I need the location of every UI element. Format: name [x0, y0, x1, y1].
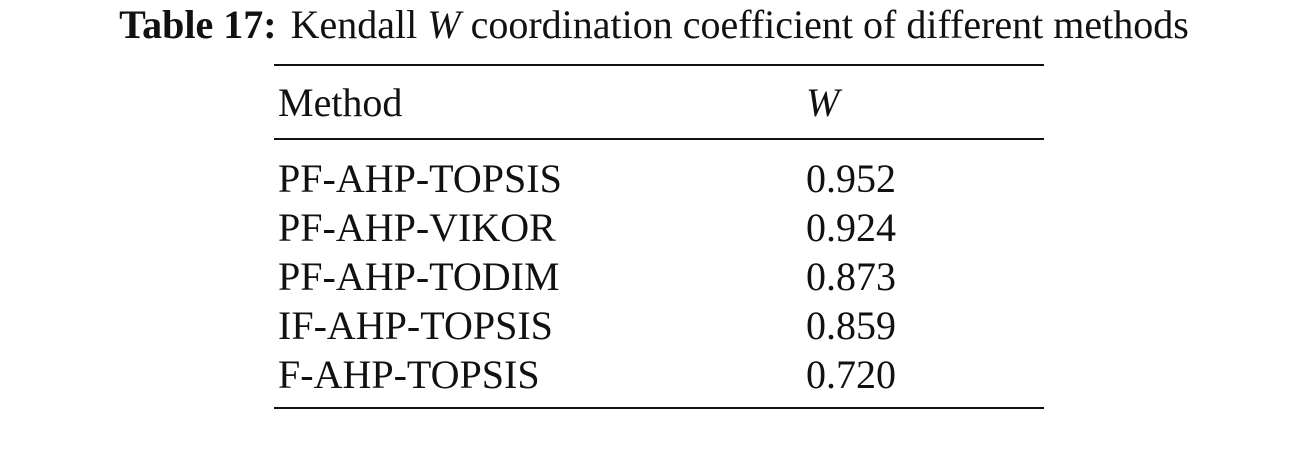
caption-text-after: coordination coefficient of different me… [470, 2, 1189, 47]
table-caption: Table 17: Kendall W coordination coeffici… [0, 2, 1308, 48]
method-cell: PF-AHP-VIKOR [278, 205, 556, 250]
w-cell: 0.924 [806, 205, 896, 250]
caption-variable: W [427, 2, 461, 47]
table-row: PF-AHP-TODIM 0.873 [274, 252, 1044, 301]
caption-text-before: Kendall [290, 2, 418, 47]
w-cell: 0.720 [806, 352, 896, 397]
table-row: PF-AHP-TOPSIS 0.952 [274, 154, 1044, 203]
header-method: Method [278, 80, 403, 125]
table-row: IF-AHP-TOPSIS 0.859 [274, 301, 1044, 350]
top-rule [274, 64, 1044, 66]
table-row: PF-AHP-VIKOR 0.924 [274, 203, 1044, 252]
results-table: Method W PF-AHP-TOPSIS 0.952 PF-AHP-VIKO… [274, 64, 1044, 409]
table-header-row: Method W [274, 66, 1044, 138]
w-cell: 0.952 [806, 156, 896, 201]
w-cell: 0.859 [806, 303, 896, 348]
header-rule [274, 138, 1044, 140]
method-cell: F-AHP-TOPSIS [278, 352, 540, 397]
method-cell: IF-AHP-TOPSIS [278, 303, 553, 348]
bottom-rule [274, 407, 1044, 409]
table-row: F-AHP-TOPSIS 0.720 [274, 350, 1044, 399]
table-body: PF-AHP-TOPSIS 0.952 PF-AHP-VIKOR 0.924 P… [274, 140, 1044, 407]
method-cell: PF-AHP-TOPSIS [278, 156, 562, 201]
w-cell: 0.873 [806, 254, 896, 299]
caption-label: Table 17: [119, 2, 277, 47]
header-w: W [806, 80, 840, 125]
method-cell: PF-AHP-TODIM [278, 254, 560, 299]
